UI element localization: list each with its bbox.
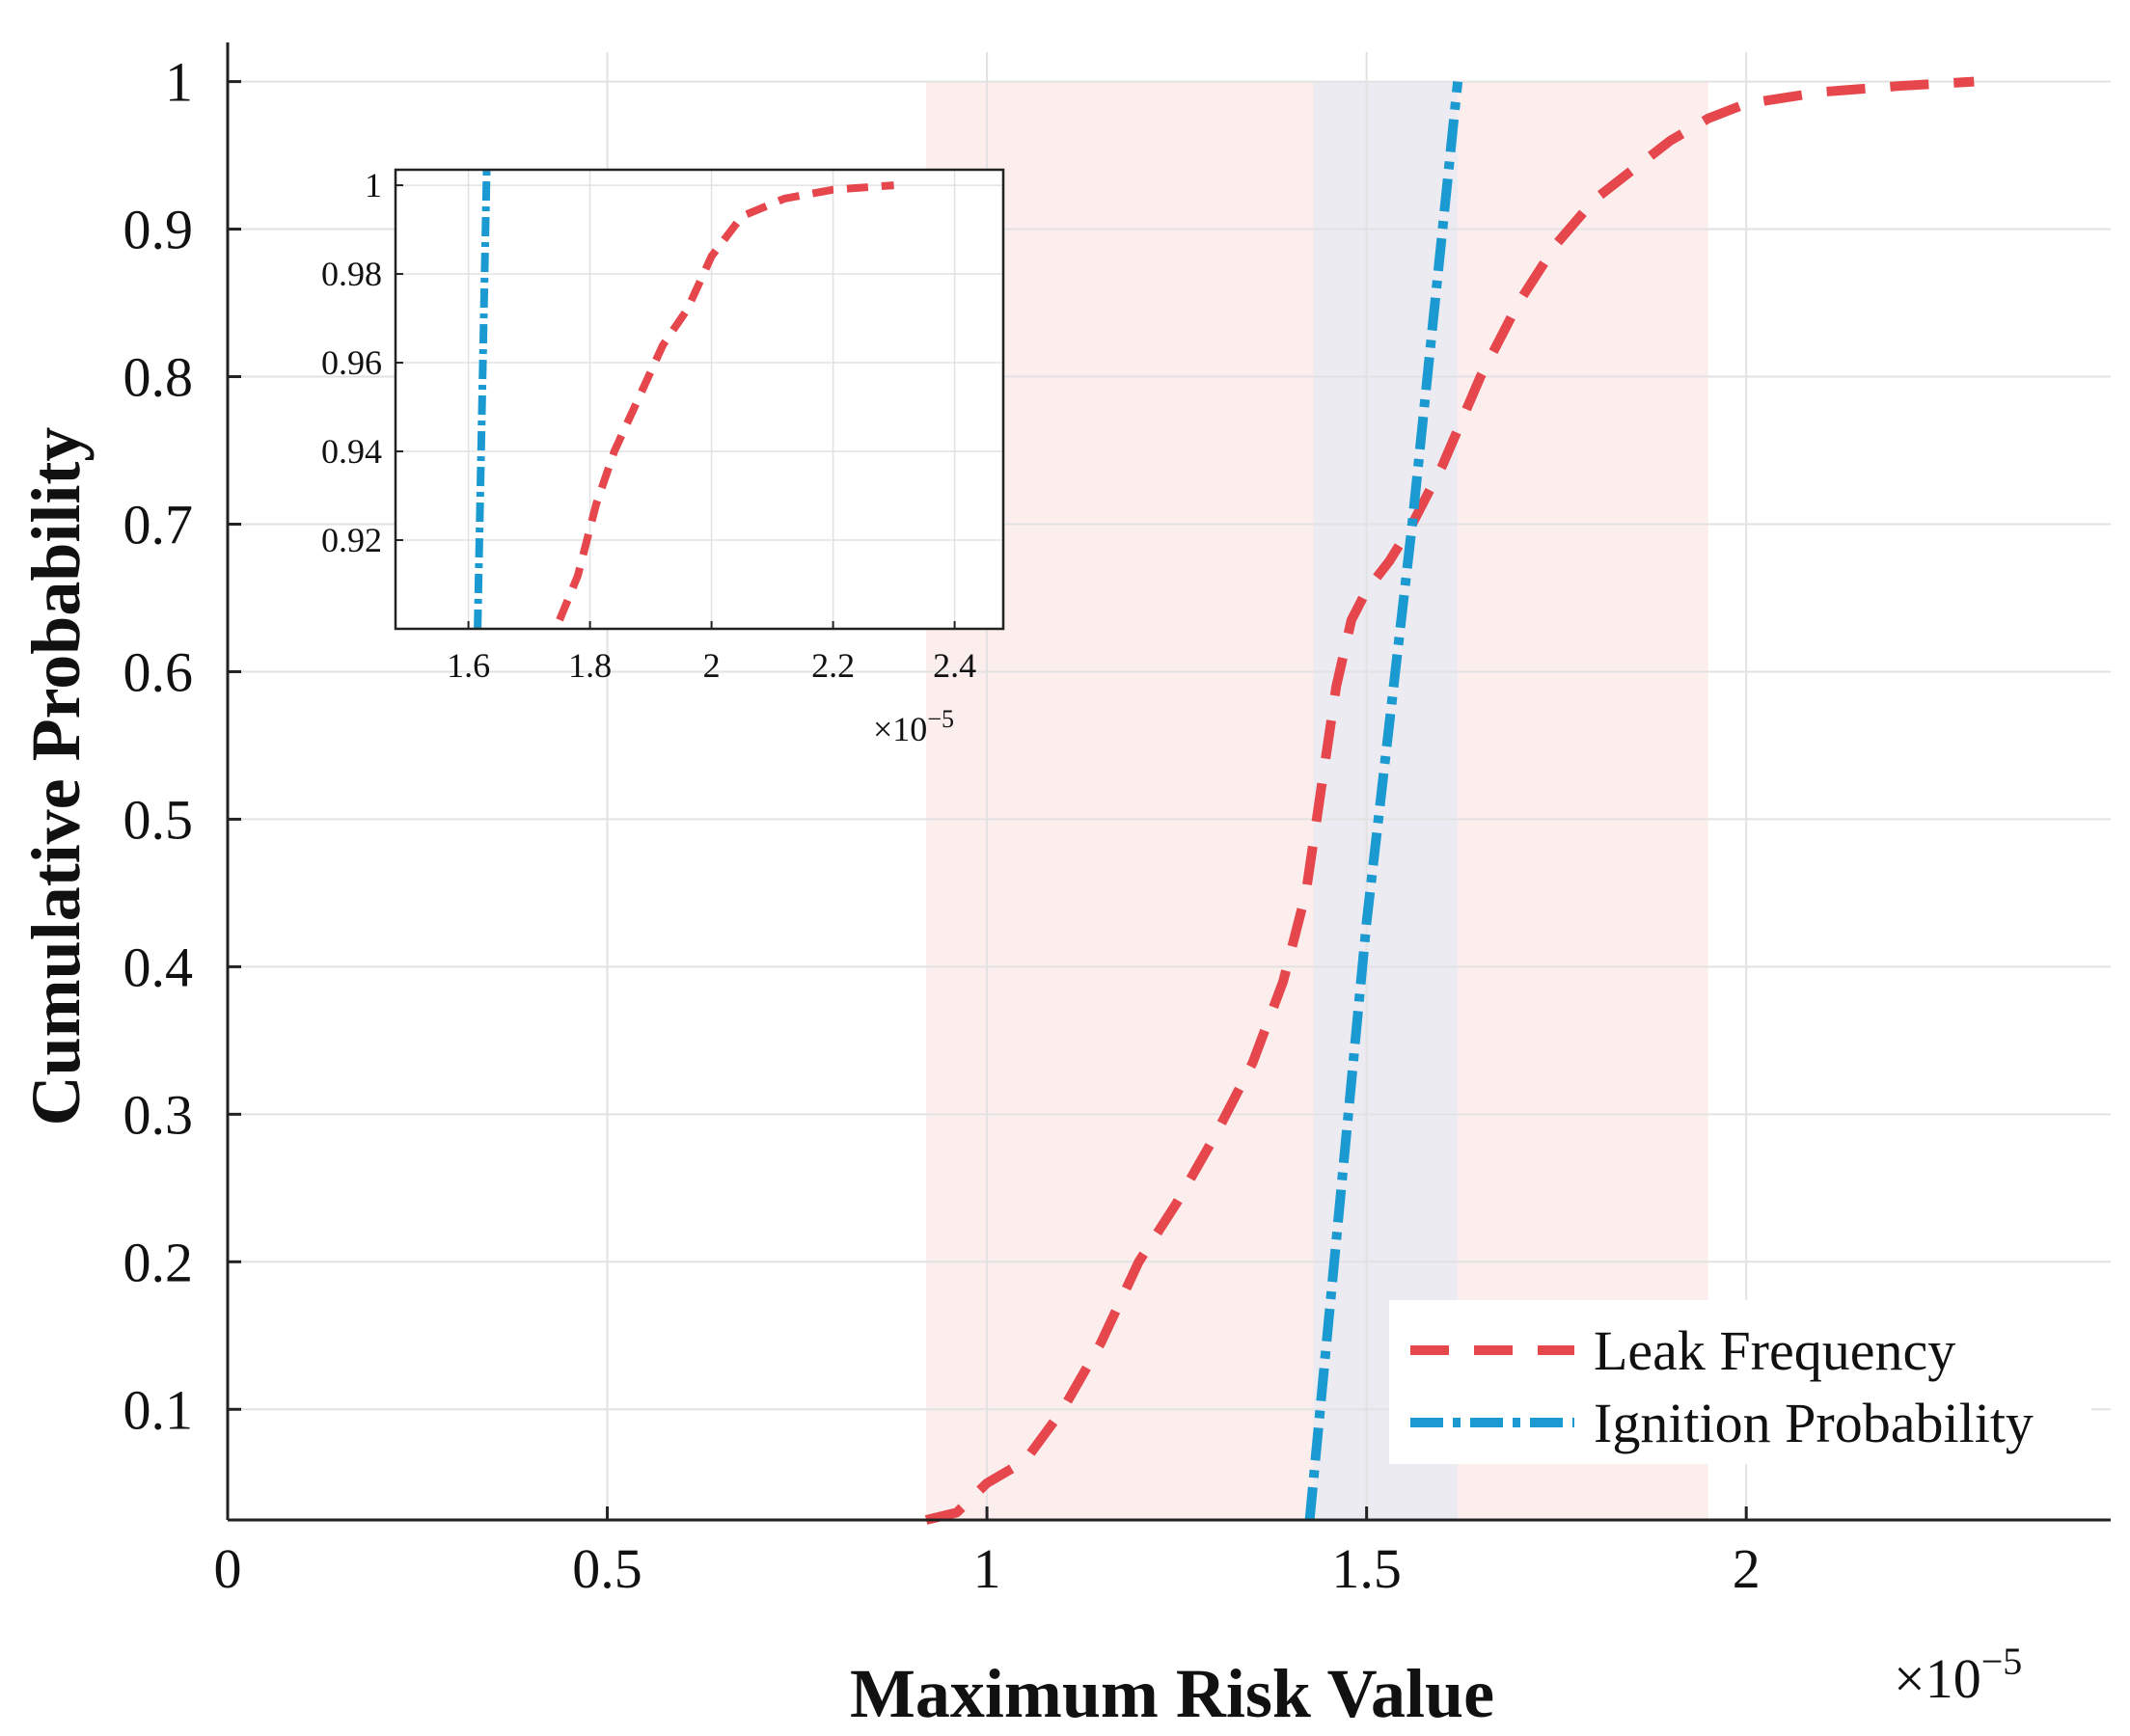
y-tick-label-7: 0.8 (123, 346, 194, 409)
inset-y-tick-label-4: 1 (365, 166, 382, 204)
legend-leak-frequency-label: Leak Frequency (1594, 1319, 1955, 1382)
y-tick-label-1: 0.2 (123, 1231, 194, 1293)
legend-ignition-probability-label: Ignition Probability (1594, 1392, 2034, 1454)
inset-series-line-leak-frequency (556, 181, 894, 622)
inset-x-tick-label-4: 2.4 (933, 646, 976, 685)
x-tick-label-4: 2 (1733, 1537, 1761, 1600)
inset-x-exponent-power: −5 (927, 705, 954, 733)
inset-gridlines (396, 170, 1003, 629)
inset-x-tick-label-1: 1.8 (568, 646, 612, 685)
y-tick-label-4: 0.5 (123, 788, 194, 851)
x-tick-label-3: 1.5 (1331, 1537, 1402, 1600)
x-tick-label-1: 0.5 (572, 1537, 642, 1600)
y-tick-label-3: 0.4 (123, 936, 194, 998)
inset-y-tick-label-1: 0.94 (321, 432, 382, 471)
inset-tick-labels: 1.6 1.8 2 2.2 2.4 0.92 0.94 0.96 0.98 1 (321, 166, 976, 685)
x-axis-label: Maximum Risk Value (850, 1655, 1494, 1732)
inset-y-tick-label-2: 0.96 (321, 343, 382, 382)
legend-box (1389, 1300, 2091, 1464)
y-tick-label-6: 0.7 (123, 493, 194, 556)
x-tick-label-0: 0 (214, 1537, 242, 1600)
main-axes (226, 42, 2111, 1522)
inset-x-exponent-base: ×10 (873, 710, 927, 748)
series-line-leak-frequency (924, 76, 1975, 1525)
y-tick-label-0: 0.1 (123, 1378, 194, 1441)
inset-x-tick-label-3: 2.2 (811, 646, 855, 685)
y-tick-label-8: 0.9 (123, 199, 194, 261)
x-exponent-base: ×10 (1894, 1647, 1981, 1710)
inset-chart: 1.6 1.8 2 2.2 2.4 0.92 0.94 0.96 0.98 1 ×10−5 (321, 166, 1005, 748)
y-tick-label-9: 1 (165, 51, 193, 114)
main-tick-labels: 0 0.5 1 1.5 2 0.1 0.2 0.3 0.4 0.5 0.6 0.7 0.8 0.9 1 (123, 51, 1761, 1600)
inset-background (396, 170, 1003, 629)
inset-frame (394, 168, 1005, 631)
inset-x-exponent-label: ×10−5 (873, 705, 954, 748)
inset-series-line-ignition-probability (474, 169, 491, 630)
inset-series (474, 169, 894, 630)
y-tick-label-2: 0.3 (123, 1083, 194, 1146)
inset-y-tick-label-0: 0.92 (321, 521, 382, 559)
inset-y-tick-label-3: 0.98 (321, 255, 382, 293)
inset-x-tick-label-0: 1.6 (447, 646, 490, 685)
y-tick-label-5: 0.6 (123, 640, 194, 703)
x-exponent-label: ×10−5 (1894, 1640, 2022, 1710)
inset-x-tick-label-2: 2 (703, 646, 721, 685)
legend: Leak Frequency Ignition Probability (1389, 1300, 2091, 1464)
series-line-ignition-probability (1304, 81, 1463, 1521)
y-axis-label: Cumulative Probability (17, 427, 95, 1126)
x-tick-label-2: 1 (973, 1537, 1001, 1600)
x-exponent-power: −5 (1981, 1640, 2023, 1683)
main-series (924, 76, 1975, 1525)
